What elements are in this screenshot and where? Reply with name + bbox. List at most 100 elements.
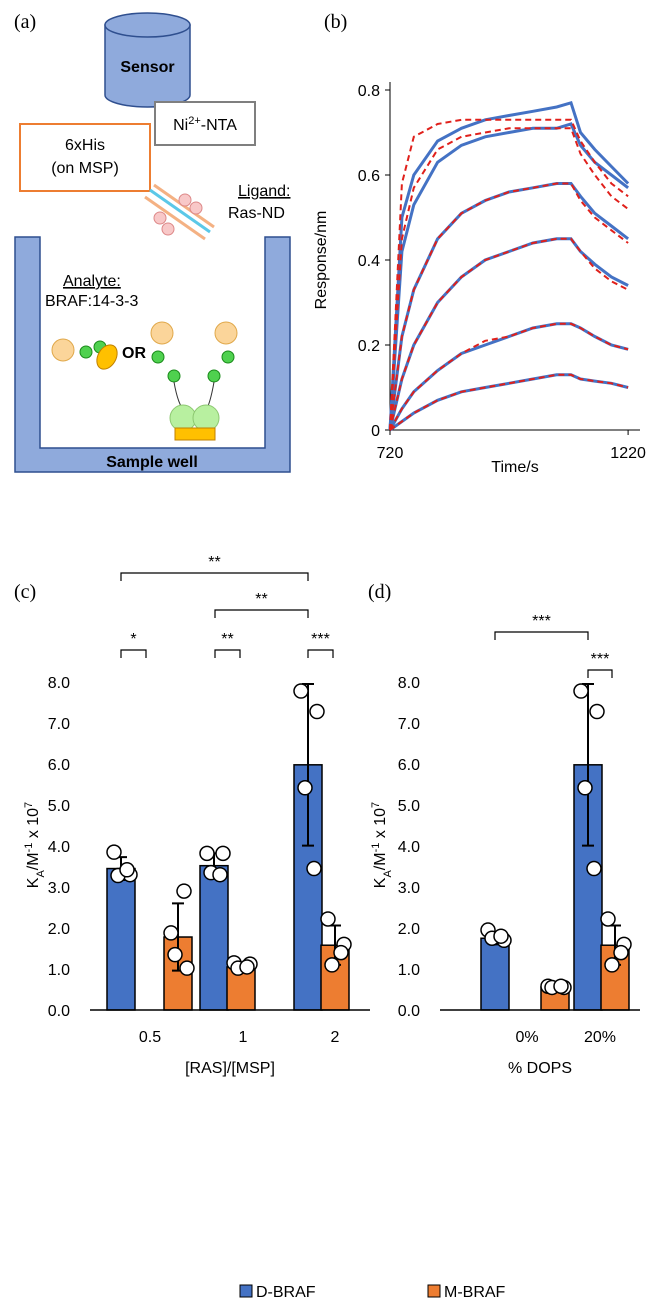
series-line <box>389 127 629 431</box>
data-point <box>589 703 605 720</box>
data-point <box>309 703 325 720</box>
ras-icon <box>161 222 175 236</box>
y-axis-label: Response/nm <box>313 211 330 310</box>
y-axis-label: KA/M-1 x 107 <box>370 802 394 888</box>
ni-rest: -NTA <box>201 117 237 134</box>
y-tick-label: 6.0 <box>398 757 420 774</box>
chart: (c) [RAS]/[MSP] 0.0 1.0 2.0 3.0 4.0 5.0 6.0 7.0 8.… <box>14 554 370 1077</box>
significance-label: * <box>130 631 136 648</box>
x-tick-label: 720 <box>377 445 404 462</box>
legend-swatch <box>239 1284 253 1298</box>
y-tick-label: 5.0 <box>398 798 420 815</box>
ni-base: Ni <box>173 117 188 134</box>
significance-bracket <box>587 669 613 678</box>
ni-nta-box <box>154 101 256 146</box>
ni-sup: 2+ <box>188 115 201 127</box>
y-axis-label-part: -1 <box>23 843 35 853</box>
x-tick-label: 0.5 <box>139 1029 161 1046</box>
data-point <box>493 928 509 944</box>
y-axis-label-part: A <box>35 870 47 878</box>
data-point <box>600 911 616 927</box>
significance-label: ** <box>255 591 267 608</box>
y-tick-label: 0.2 <box>358 338 380 355</box>
well-label: Sample well <box>106 454 198 471</box>
bar <box>106 867 136 1011</box>
braf-icon <box>169 404 197 432</box>
y-axis-label-part: /M <box>25 852 42 870</box>
panel-label: (b) <box>324 11 347 33</box>
y-axis-label: KA/M-1 x 107 <box>23 802 47 888</box>
y-tick-label: 0.4 <box>358 253 380 270</box>
panel-label: (c) <box>14 581 36 603</box>
data-point <box>297 780 313 796</box>
data-point <box>293 683 309 699</box>
bar <box>199 864 229 1011</box>
braf-icon <box>221 350 235 364</box>
y-tick-label: 0 <box>371 423 380 440</box>
y-tick-label: 2.0 <box>398 921 420 938</box>
significance-bracket <box>214 609 309 618</box>
y-tick-label: 3.0 <box>398 880 420 897</box>
data-point <box>553 978 569 994</box>
significance-label: ** <box>221 631 233 648</box>
significance-label: *** <box>311 631 330 648</box>
y-tick-label: 0.8 <box>358 83 380 100</box>
data-point <box>573 683 589 699</box>
bar <box>480 937 510 1011</box>
dimer-icon <box>174 427 216 441</box>
series-line <box>389 322 629 431</box>
significance-bracket <box>494 631 589 640</box>
y-axis-label-part: K <box>372 877 389 888</box>
data-point <box>306 860 322 877</box>
or-label: OR <box>122 345 146 362</box>
x-axis-label: [RAS]/[MSP] <box>185 1060 275 1077</box>
sample-well <box>14 236 291 473</box>
panel-label: (a) <box>14 11 36 33</box>
membrane <box>144 195 206 241</box>
significance-bracket <box>120 649 147 658</box>
chart: (d) % DOPS 0.0 1.0 2.0 3.0 4.0 5.0 6.0 7.0 8.0 0% 20… <box>368 581 640 1077</box>
data-point <box>586 860 602 877</box>
y-tick-label: 5.0 <box>48 798 70 815</box>
data-point <box>239 959 255 975</box>
y-tick-label: 8.0 <box>398 675 420 692</box>
significance-label: ** <box>208 554 220 571</box>
sensor-label: Sensor <box>120 59 174 76</box>
y-tick-label: 3.0 <box>48 880 70 897</box>
series-line <box>388 182 630 431</box>
data-point <box>163 925 179 941</box>
his-tag-label: 6xHis <box>65 137 105 154</box>
y-tick-label: 1.0 <box>398 962 420 979</box>
ni-nta-label: Ni2+-NTA <box>173 115 237 134</box>
y-axis-label-part: 7 <box>370 802 382 808</box>
x-tick-label: 20% <box>584 1029 616 1046</box>
legend-label: M-BRAF <box>444 1284 506 1301</box>
legend: D-BRAF M-BRAF <box>239 1284 506 1301</box>
data-point <box>333 944 349 961</box>
analyte-label: Analyte: <box>63 273 121 290</box>
significance-label: *** <box>532 613 551 630</box>
y-axis-label-part: 7 <box>23 802 35 808</box>
ligand-name: Ras-ND <box>228 205 285 222</box>
braf-icon <box>192 404 220 432</box>
braf-icon <box>150 321 174 345</box>
panel-label: (d) <box>368 581 391 603</box>
data-point <box>613 944 629 961</box>
legend-swatch <box>427 1284 441 1298</box>
braf-icon <box>214 321 238 345</box>
sensor-top <box>104 12 191 38</box>
series-line <box>388 100 630 431</box>
series-line <box>389 182 629 431</box>
y-axis-label-part: -1 <box>370 843 382 853</box>
significance-bracket <box>120 572 309 581</box>
data-point <box>199 845 215 862</box>
ras-icon <box>189 201 203 215</box>
data-point <box>179 960 195 976</box>
x-tick-label: 1 <box>239 1029 248 1046</box>
y-tick-label: 2.0 <box>48 921 70 938</box>
data-point <box>119 862 135 878</box>
his-tag-label: (on MSP) <box>51 160 119 177</box>
series-line <box>388 322 629 431</box>
x-tick-label: 2 <box>331 1029 340 1046</box>
